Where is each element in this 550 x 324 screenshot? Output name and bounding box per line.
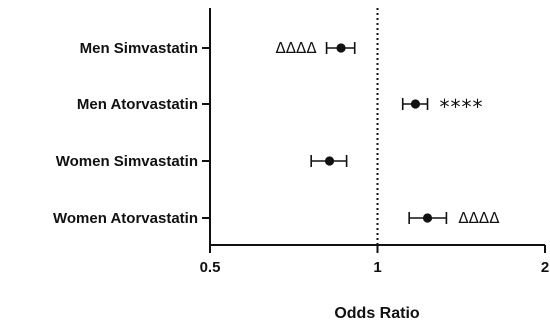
data-marks: ΔΔΔΔ **** ΔΔΔΔ xyxy=(276,39,501,227)
x-tick-label: 1 xyxy=(373,259,381,276)
category-label: Women Simvastatin xyxy=(56,153,198,170)
x-tick-label: 2 xyxy=(541,259,549,276)
x-tick-label: 0.5 xyxy=(200,259,221,276)
axes: 0.5 1 2 xyxy=(200,8,549,276)
category-label: Men Atorvastatin xyxy=(77,96,198,113)
significance-annotation: **** xyxy=(440,95,484,119)
x-axis-title: Odds Ratio xyxy=(334,305,420,322)
category-labels: Men Simvastatin Men Atorvastatin Women Sim… xyxy=(53,40,198,227)
category-label: Women Atorvastatin xyxy=(53,210,198,227)
point-marker xyxy=(324,156,335,166)
point-marker xyxy=(422,213,433,223)
point-marker xyxy=(336,43,346,53)
category-label: Men Simvastatin xyxy=(80,40,198,57)
significance-annotation: ΔΔΔΔ xyxy=(276,39,318,57)
point-marker xyxy=(410,99,421,109)
significance-annotation: ΔΔΔΔ xyxy=(458,209,500,227)
